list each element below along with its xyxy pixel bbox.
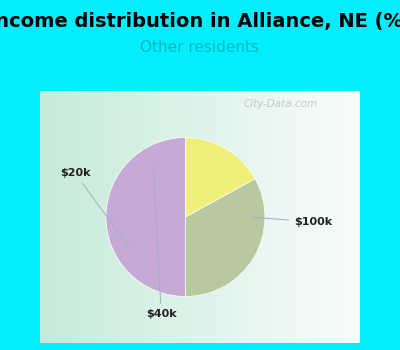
Wedge shape (186, 138, 255, 217)
Text: $40k: $40k (146, 165, 176, 319)
Text: Income distribution in Alliance, NE (%): Income distribution in Alliance, NE (%) (0, 12, 400, 31)
Text: $20k: $20k (60, 168, 129, 247)
Text: Other residents: Other residents (140, 40, 260, 55)
Wedge shape (106, 138, 186, 296)
Wedge shape (186, 179, 265, 296)
Text: City-Data.com: City-Data.com (243, 99, 318, 108)
Text: $100k: $100k (252, 217, 332, 227)
